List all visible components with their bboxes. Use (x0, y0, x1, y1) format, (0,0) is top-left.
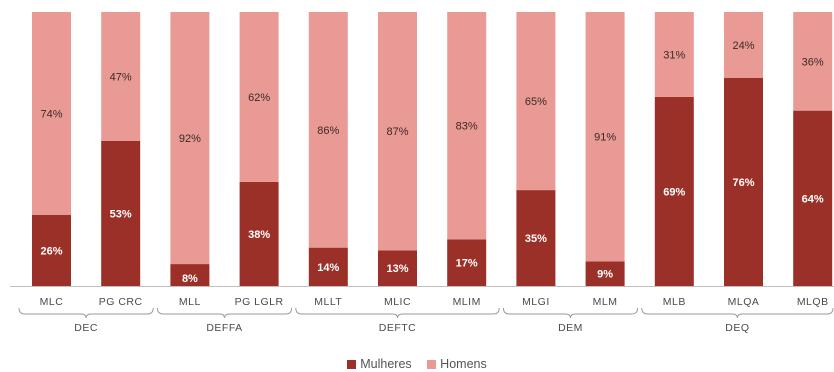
legend-item-mulheres: Mulheres (347, 357, 412, 371)
category-label-mlim: MLIM (453, 296, 481, 308)
legend-item-homens: Homens (427, 357, 487, 371)
bar-homens-mlqb (793, 12, 833, 111)
bar-mulheres-mlb (654, 96, 694, 286)
group-label-deffa: DEFFA (206, 322, 242, 334)
chart-legend: Mulheres Homens (0, 357, 834, 372)
group-label-dec: DEC (74, 322, 98, 334)
category-label-mllt: MLLT (314, 296, 342, 308)
category-label-mlqa: MLQA (728, 296, 760, 308)
data-label-mulheres-mlim: 17% (456, 258, 478, 270)
category-label-mlgi: MLGI (522, 296, 550, 308)
data-label-mulheres-mlm: 9% (597, 269, 613, 281)
bar-homens-mlb (654, 12, 694, 97)
data-label-mulheres-mlc: 26% (40, 245, 62, 257)
category-label-pg-lglr: PG LGLR (235, 296, 284, 308)
bar-mulheres-pg-lglr (239, 181, 279, 286)
data-label-mulheres-mlqb: 64% (802, 193, 824, 205)
bar-mulheres-mlim (447, 239, 487, 286)
group-label-dem: DEM (558, 322, 583, 334)
category-label-mlic: MLIC (384, 296, 411, 308)
bar-mulheres-mlgi (516, 190, 556, 286)
group-label-deftc: DEFTC (379, 322, 417, 334)
group-brace-deftc (295, 307, 500, 319)
stacked-bar-chart: 26% 74% MLC 53% 47% PG CRC 8% 92% MLL 38% 62% PG LG… (10, 12, 834, 334)
bar-mulheres-mllt (308, 247, 348, 286)
data-label-mulheres-pg-lglr: 38% (248, 229, 270, 241)
legend-swatch-mulheres (347, 359, 357, 369)
data-label-homens-mll: 92% (179, 133, 201, 145)
bar-homens-mlic (378, 12, 417, 251)
group-brace-dec (18, 307, 154, 319)
bar-homens-mlgi (516, 12, 556, 191)
bar-mulheres-mlqb (793, 110, 833, 286)
data-label-homens-mlqa: 24% (732, 40, 754, 52)
data-label-homens-mlqb: 36% (802, 56, 824, 68)
group-label-deq: DEQ (725, 322, 749, 334)
bar-mulheres-pg-crc (101, 140, 141, 286)
bar-homens-mlc (32, 12, 71, 215)
group-brace-deffa (156, 307, 293, 319)
bar-mulheres-mlm (585, 261, 625, 286)
data-label-homens-pg-crc: 47% (110, 71, 132, 83)
category-label-mlb: MLB (663, 296, 686, 308)
bar-homens-mllt (308, 12, 348, 248)
group-brace-dem (502, 307, 639, 319)
bar-mulheres-mlic (378, 250, 417, 286)
data-label-homens-mlim: 83% (456, 121, 478, 133)
data-label-homens-mlm: 91% (594, 132, 616, 144)
data-label-mulheres-mlgi: 35% (525, 233, 547, 245)
legend-label-mulheres: Mulheres (360, 357, 412, 371)
bar-mulheres-mlqa (724, 77, 763, 286)
data-label-homens-pg-lglr: 62% (248, 92, 270, 104)
data-label-mulheres-mlic: 13% (386, 263, 408, 275)
bar-homens-pg-crc (101, 12, 141, 141)
bar-homens-mlim (447, 12, 487, 240)
data-label-mulheres-mll: 8% (182, 273, 198, 285)
bar-mulheres-mlc (32, 214, 71, 286)
bar-homens-pg-lglr (239, 12, 279, 182)
bar-homens-mlqa (724, 12, 763, 78)
data-label-mulheres-mllt: 14% (317, 262, 339, 274)
data-label-mulheres-mlb: 69% (663, 186, 685, 198)
legend-swatch-homens (427, 359, 437, 369)
category-label-mlqb: MLQB (797, 296, 829, 308)
data-label-homens-mlgi: 65% (525, 96, 547, 108)
data-label-homens-mlb: 31% (663, 49, 685, 61)
category-label-pg-crc: PG CRC (99, 296, 143, 308)
bar-homens-mlm (585, 12, 625, 262)
data-label-homens-mlic: 87% (386, 126, 408, 138)
data-label-mulheres-pg-crc: 53% (110, 208, 132, 220)
data-label-homens-mlc: 74% (40, 108, 62, 120)
data-label-mulheres-mlqa: 76% (732, 177, 754, 189)
data-label-homens-mllt: 86% (317, 125, 339, 137)
category-label-mlm: MLM (593, 296, 618, 308)
category-label-mlc: MLC (40, 296, 64, 308)
category-label-mll: MLL (179, 296, 201, 308)
legend-label-homens: Homens (440, 357, 487, 371)
group-brace-deq (641, 307, 834, 319)
bar-mulheres-mll (170, 264, 210, 286)
bar-homens-mll (170, 12, 210, 265)
